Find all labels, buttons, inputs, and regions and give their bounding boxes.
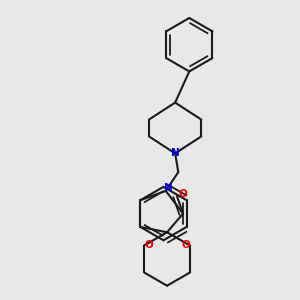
- Text: O: O: [178, 189, 187, 200]
- Text: O: O: [144, 240, 153, 250]
- Text: N: N: [171, 148, 179, 158]
- Text: O: O: [181, 240, 190, 250]
- Text: N: N: [164, 183, 172, 193]
